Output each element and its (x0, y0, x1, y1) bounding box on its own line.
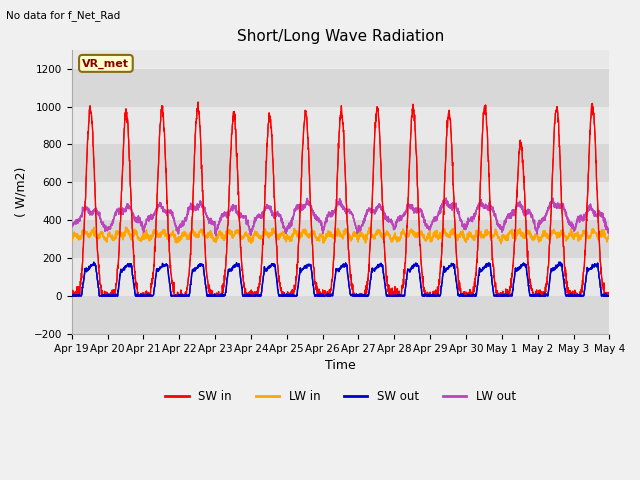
SW in (605, 293, 613, 299)
Bar (72, 107, 609, 144)
SW in (218, 290, 226, 296)
SW out (556, 259, 564, 265)
LW in (497, 240, 504, 245)
LW out (497, 224, 504, 230)
SW out (218, 293, 226, 299)
LW in (368, 232, 376, 238)
Legend: SW in, LW in, SW out, LW out: SW in, LW in, SW out, LW out (161, 385, 520, 408)
LW in (218, 233, 226, 239)
SW out (573, 292, 581, 298)
LW out (68, 223, 76, 229)
SW in (68, 293, 76, 299)
Text: No data for f_Net_Rad: No data for f_Net_Rad (6, 10, 121, 21)
X-axis label: Time: Time (325, 359, 356, 372)
LW out (212, 233, 220, 239)
Y-axis label: ( W/m2): ( W/m2) (15, 167, 28, 217)
SW in (558, 210, 566, 216)
SW in (195, 99, 202, 105)
Bar (72, 258, 609, 296)
LW out (218, 212, 226, 217)
SW out (368, 268, 376, 274)
Bar (72, 220, 609, 258)
SW out (356, 292, 364, 298)
Bar (72, 296, 609, 334)
SW out (68, 293, 76, 299)
Text: VR_met: VR_met (83, 58, 129, 69)
Title: Short/Long Wave Radiation: Short/Long Wave Radiation (237, 29, 444, 44)
SW out (559, 268, 566, 274)
SW out (68, 293, 76, 299)
LW in (122, 224, 129, 230)
SW in (497, 290, 504, 296)
Line: LW in: LW in (72, 227, 609, 243)
SW out (497, 293, 504, 299)
LW out (356, 228, 364, 234)
Line: SW out: SW out (72, 262, 609, 296)
LW out (549, 195, 557, 201)
LW in (356, 229, 364, 235)
LW in (68, 236, 76, 242)
LW out (368, 208, 376, 214)
Line: LW out: LW out (72, 198, 609, 236)
SW in (573, 292, 581, 298)
SW out (605, 293, 613, 299)
LW in (559, 228, 566, 234)
LW in (497, 240, 505, 246)
SW in (368, 209, 376, 215)
SW in (356, 293, 364, 299)
LW out (573, 216, 581, 222)
LW out (605, 231, 613, 237)
LW in (605, 233, 613, 239)
LW in (573, 232, 581, 238)
Bar (72, 182, 609, 220)
Line: SW in: SW in (72, 102, 609, 296)
Bar (72, 69, 609, 107)
Bar (72, 144, 609, 182)
LW out (559, 201, 566, 206)
